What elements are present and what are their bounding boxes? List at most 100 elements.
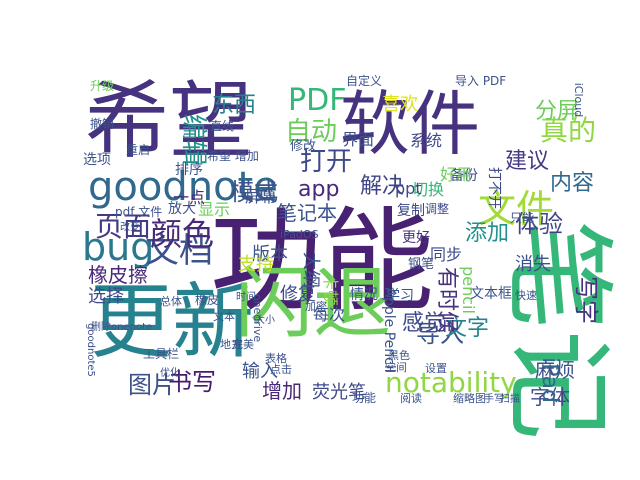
word-67-cjk: 更好 [402, 230, 430, 246]
word-72-cjk: 放大 [168, 201, 196, 217]
word-34-cjk: 写字 [572, 276, 600, 324]
word-85-cjk: 橡皮 [195, 293, 219, 307]
word-1-cjk: 软件 [340, 83, 480, 165]
word-23-cjk: 编辑 [178, 114, 208, 166]
word-36-cjk: 麻烦 [535, 358, 575, 382]
word-73-pdf: pdf 文件 [115, 204, 162, 219]
word-13-cjk: 自动 [285, 117, 337, 147]
word-5-cjk: 笔记 [494, 220, 622, 440]
word-14-cjk: 打开 [300, 147, 352, 177]
word-78-cjk: 升级 [90, 79, 114, 93]
word-9-cjk: 文档 [145, 231, 213, 271]
word-29-cjk: 文字 [445, 316, 489, 341]
word-64-apple-pencil: Apple Pencil [381, 287, 397, 372]
word-12-pdf: PDF [288, 83, 346, 118]
word-20-cjk: 建议 [505, 149, 549, 174]
word-57-cjk: 打不开 [486, 167, 503, 209]
word-40-cjk: 荧光笔 [312, 382, 366, 403]
word-22-cjk: 东西 [212, 93, 256, 118]
word-42-cjk: 修复 [280, 284, 316, 305]
word-60-cjk: 卡顿 [321, 274, 340, 306]
word-58-cjk: 文本框 [470, 286, 512, 302]
word-63-cjk: 学习 [386, 288, 414, 304]
word-46-cjk: 显示 [198, 200, 230, 219]
word-0-cjk: 希望 [85, 72, 253, 170]
word-26-cjk: 添加 [465, 221, 509, 246]
word-11-cjk: 页面 [95, 210, 151, 243]
word-70-cjk: 调整 [425, 201, 449, 216]
word-105-cjk: 扫描 [500, 392, 520, 405]
word-33-cjk: 字体 [530, 385, 570, 409]
word-44-cjk: 版本 [252, 244, 288, 265]
word-30-cjk: 书写 [168, 368, 216, 396]
word-8-bug: bug [82, 225, 154, 269]
word-80-cjk: 希望 增加 [207, 148, 259, 163]
word-94-cjk: 大小 [255, 313, 275, 326]
word-77-cjk: 撤销 [90, 116, 114, 131]
word-17-cjk: 解决 [360, 174, 404, 199]
word-83-pdf: 导入 PDF [455, 74, 506, 88]
word-51-cjk: 消失 [515, 254, 551, 275]
word-45-cjk: 支持 [238, 254, 274, 275]
word-68-ppt: ppt [395, 179, 422, 198]
word-107-goodnote5: goodnote5 [85, 323, 96, 377]
word-104-cjk: 手写 [484, 392, 504, 405]
word-93-onedrive: onedrive [251, 294, 264, 343]
word-88-cjk: 快速 [515, 289, 537, 302]
word-38-cjk: 选择 [88, 286, 124, 307]
word-19-cjk: 分屏 [535, 99, 579, 124]
word-61-cjk: 每次 [313, 305, 345, 324]
word-4-cjk: 闪退 [235, 259, 391, 349]
word-53-cjk: 界面 [342, 130, 374, 149]
word-103-cjk: 缩略图 [453, 391, 486, 405]
word-2-cjk: 功能 [210, 197, 434, 327]
word-21-cjk: 喜欢 [382, 94, 418, 115]
word-59-cjk: 大纲 [300, 252, 321, 288]
word-79-cjk: 直线 [210, 119, 234, 133]
word-66-cjk: 钢笔 [408, 256, 434, 272]
word-89-cjk: 工具栏 [143, 346, 179, 361]
word-106-cjk: 优化 [160, 366, 180, 379]
word-18-cjk: 真的 [540, 114, 596, 147]
word-31-cjk: 图片 [128, 371, 176, 399]
word-65-pencil: pencil [459, 266, 478, 314]
word-3-cjk: 更新 [90, 275, 254, 370]
word-97-cjk: 点击 [270, 363, 292, 376]
word-84-icloud: iCloud [572, 83, 585, 117]
word-25-cjk: 内容 [550, 171, 594, 196]
word-101-cjk: 功能 [352, 391, 376, 405]
word-35-ipad: iPad [537, 357, 562, 403]
word-16-cjk: 模式 [230, 178, 278, 206]
word-15-app: app [298, 177, 339, 202]
word-28-cjk: 感觉 [402, 311, 446, 336]
word-76-cjk: 重启 [126, 143, 150, 157]
word-87-cjk: 文本 [213, 309, 235, 323]
word-55-cjk: 备份 [450, 167, 478, 184]
word-56-cjk: 好用 [440, 165, 472, 184]
word-75-cjk: 选项 [83, 152, 111, 168]
word-32-notability: notability [385, 366, 517, 399]
word-71-ipados: iPadOS [280, 228, 319, 241]
word-102-cjk: 阅读 [400, 391, 422, 405]
word-10-cjk: 颜色 [150, 215, 214, 253]
word-37-cjk: 橡皮擦 [88, 263, 148, 287]
word-41-cjk: 输入 [242, 361, 278, 382]
word-98-cjk: 黑色 [388, 348, 410, 362]
word-99-cjk: 空间 [385, 360, 407, 374]
word-95-cjk: 加密 [305, 299, 327, 313]
word-47-cjk: 屏幕 [245, 187, 277, 206]
word-24-cjk: 体验 [515, 210, 563, 238]
word-39-cjk: 增加 [262, 379, 302, 403]
word-50-cjk: 同步 [430, 245, 462, 264]
word-110-cjk: 只能 [510, 211, 534, 225]
word-6-goodnote: goodnote [88, 164, 278, 210]
word-81-cjk: 修改 [290, 139, 316, 154]
word-49-cjk: 切换 [412, 180, 444, 199]
word-43-cjk: 笔记本 [277, 201, 337, 225]
word-7-cjk: 文件 [478, 187, 554, 231]
word-62-cjk: 情况 [350, 287, 378, 303]
word-100-cjk: 设置 [425, 362, 447, 375]
